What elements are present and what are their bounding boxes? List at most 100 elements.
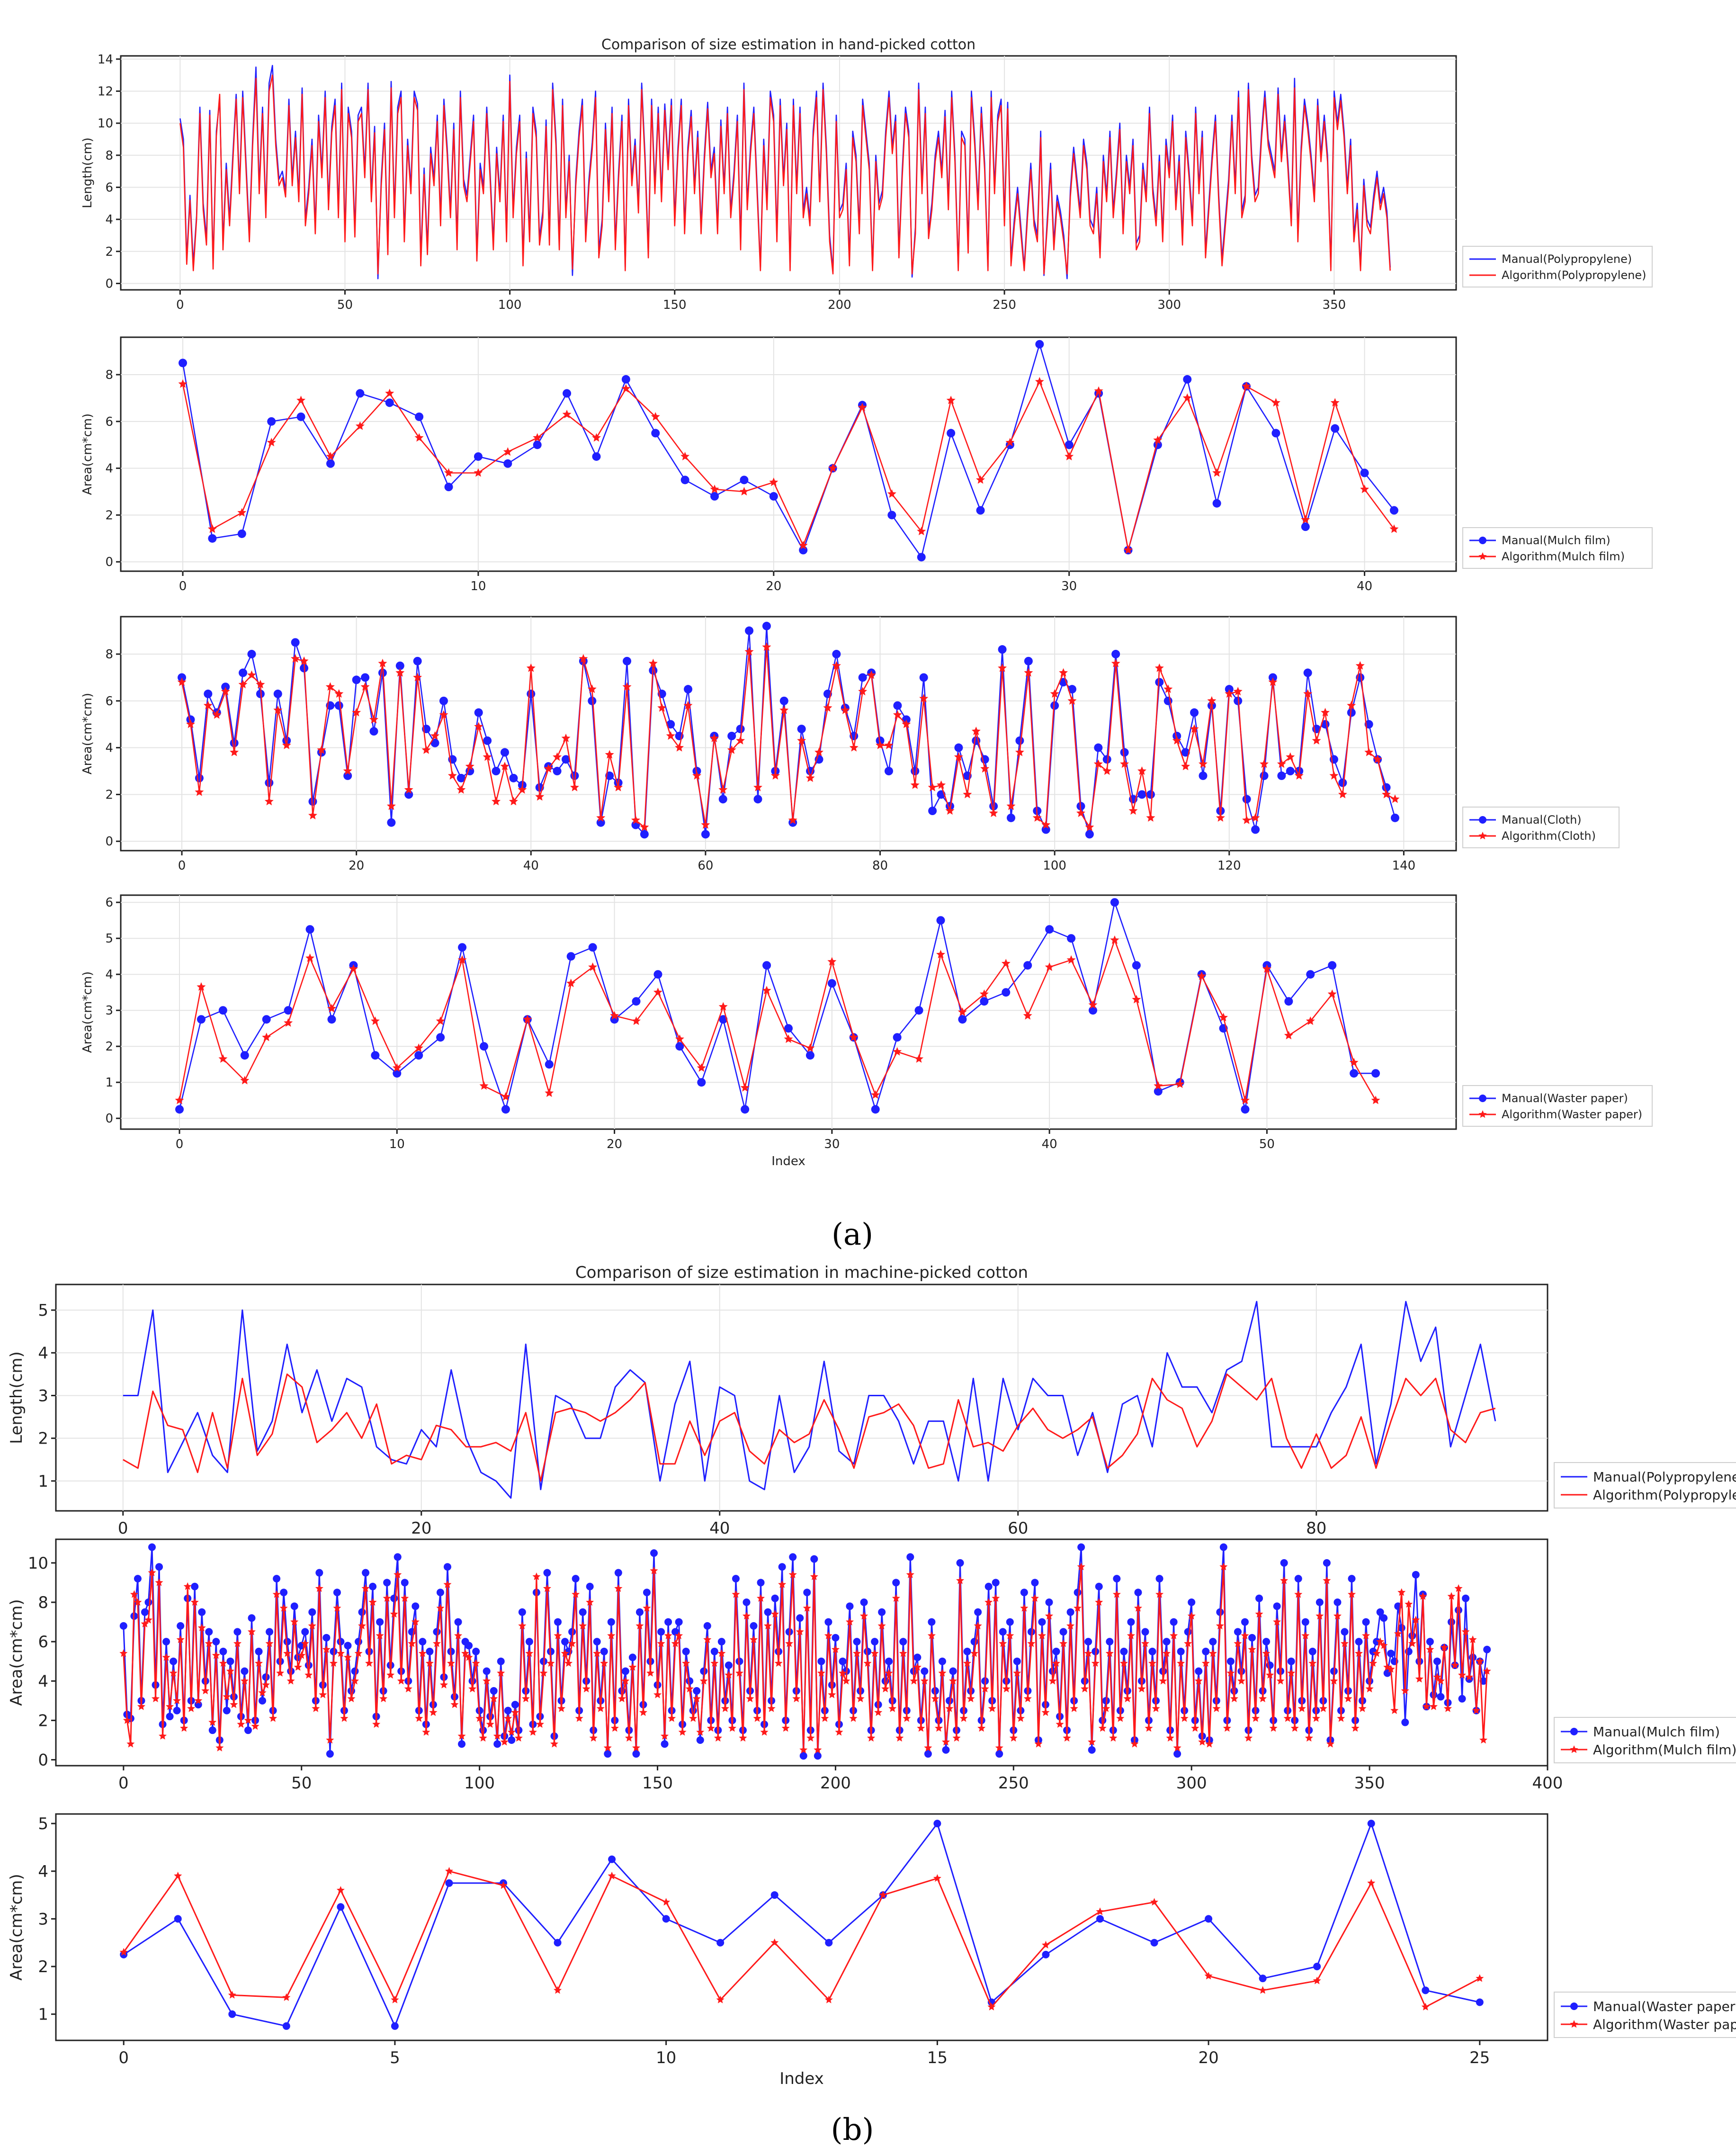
point-algorithm xyxy=(370,1016,380,1025)
point-manual xyxy=(1401,1718,1409,1726)
point-algorithm xyxy=(1001,959,1011,968)
point-manual xyxy=(954,743,963,752)
point-algorithm xyxy=(936,950,945,959)
point-algorithm xyxy=(643,1604,651,1612)
point-algorithm xyxy=(228,1991,236,1999)
point-manual xyxy=(1023,961,1032,970)
point-manual xyxy=(412,1602,420,1610)
point-algorithm xyxy=(1219,1562,1228,1571)
point-algorithm xyxy=(561,733,571,742)
point-algorithm xyxy=(668,1714,676,1722)
point-manual xyxy=(208,534,217,543)
point-algorithm xyxy=(685,1684,694,1693)
point-manual xyxy=(1137,790,1146,799)
point-manual xyxy=(267,417,276,426)
y-tick-label: 5 xyxy=(38,1814,48,1833)
point-manual xyxy=(305,925,314,934)
point-algorithm xyxy=(1277,759,1286,768)
point-algorithm xyxy=(1111,658,1120,667)
point-algorithm xyxy=(1187,1612,1196,1620)
point-manual xyxy=(1096,1915,1104,1923)
point-algorithm xyxy=(1023,1694,1032,1702)
point-manual xyxy=(369,727,378,736)
point-manual xyxy=(504,1706,512,1715)
point-algorithm xyxy=(415,1714,423,1722)
point-algorithm xyxy=(913,1663,922,1671)
point-manual xyxy=(315,1569,323,1577)
point-algorithm xyxy=(1321,708,1330,717)
point-algorithm xyxy=(725,1670,733,1679)
point-algorithm xyxy=(317,745,326,754)
point-algorithm xyxy=(888,1704,897,1712)
point-manual xyxy=(740,476,749,485)
point-manual xyxy=(1184,1628,1192,1636)
point-manual xyxy=(974,1608,982,1616)
point-manual xyxy=(1426,1638,1434,1646)
point-manual xyxy=(1120,748,1129,757)
point-algorithm xyxy=(436,1016,445,1025)
point-algorithm xyxy=(483,1677,491,1685)
point-algorithm xyxy=(490,1694,498,1702)
point-manual xyxy=(493,1740,501,1748)
point-algorithm xyxy=(492,797,501,806)
point-algorithm xyxy=(664,1631,672,1639)
legend-label-manual: Manual(Mulch film) xyxy=(1593,1724,1720,1740)
x-tick-label: 50 xyxy=(291,1774,312,1793)
point-algorithm xyxy=(401,1594,409,1602)
point-algorithm xyxy=(1066,1621,1075,1630)
point-manual xyxy=(1094,743,1103,752)
x-tick-label: 20 xyxy=(411,1519,431,1538)
point-algorithm xyxy=(1241,1095,1250,1104)
point-manual xyxy=(241,1667,249,1675)
legend-label-algorithm: Algorithm(Waster paper) xyxy=(1502,1108,1642,1121)
x-tick-label: 40 xyxy=(523,859,539,873)
point-manual xyxy=(1024,656,1033,665)
point-algorithm xyxy=(392,1063,402,1072)
x-tick-label: 10 xyxy=(656,2048,676,2067)
point-manual xyxy=(401,1579,409,1587)
point-algorithm xyxy=(628,1663,637,1671)
point-algorithm xyxy=(422,1728,430,1736)
point-algorithm xyxy=(564,1659,573,1667)
point-manual xyxy=(284,1006,293,1015)
point-algorithm xyxy=(871,1090,880,1099)
y-tick-label: 5 xyxy=(105,932,113,946)
point-algorithm xyxy=(1397,1588,1406,1596)
legend-label-algorithm: Algorithm(Mulch film) xyxy=(1593,1742,1736,1758)
x-tick-label: 10 xyxy=(470,579,486,593)
point-manual xyxy=(282,2022,290,2030)
point-manual xyxy=(942,1746,950,1754)
point-algorithm xyxy=(385,388,394,397)
point-algorithm xyxy=(1190,724,1199,733)
point-algorithm xyxy=(1305,1733,1313,1742)
point-manual xyxy=(651,429,660,438)
point-algorithm xyxy=(1244,1733,1253,1742)
point-algorithm xyxy=(383,1594,391,1602)
point-algorithm xyxy=(959,1714,968,1722)
point-manual xyxy=(635,1608,644,1616)
point-algorithm xyxy=(1338,790,1347,799)
point-algorithm xyxy=(308,1621,316,1630)
point-algorithm xyxy=(803,1604,811,1612)
point-algorithm xyxy=(1084,1649,1092,1657)
point-manual xyxy=(333,1589,341,1597)
point-manual xyxy=(1066,1608,1074,1616)
point-manual xyxy=(177,1622,185,1630)
point-algorithm xyxy=(893,710,902,719)
point-algorithm xyxy=(1308,1659,1317,1667)
x-tick-label: 0 xyxy=(118,1774,129,1793)
point-algorithm xyxy=(1290,1724,1299,1732)
point-manual xyxy=(858,673,867,682)
point-algorithm xyxy=(322,1645,331,1653)
point-algorithm xyxy=(1379,1641,1388,1649)
point-algorithm xyxy=(592,433,601,442)
point-algorithm xyxy=(572,1590,580,1598)
point-algorithm xyxy=(553,752,562,761)
point-manual xyxy=(474,452,483,461)
point-algorithm xyxy=(134,1598,142,1606)
point-manual xyxy=(1331,424,1340,433)
y-tick-label: 12 xyxy=(98,84,113,99)
point-algorithm xyxy=(1045,962,1054,971)
point-algorithm xyxy=(176,1635,185,1643)
legend-label-algorithm: Algorithm(Polypropylene) xyxy=(1502,269,1647,282)
